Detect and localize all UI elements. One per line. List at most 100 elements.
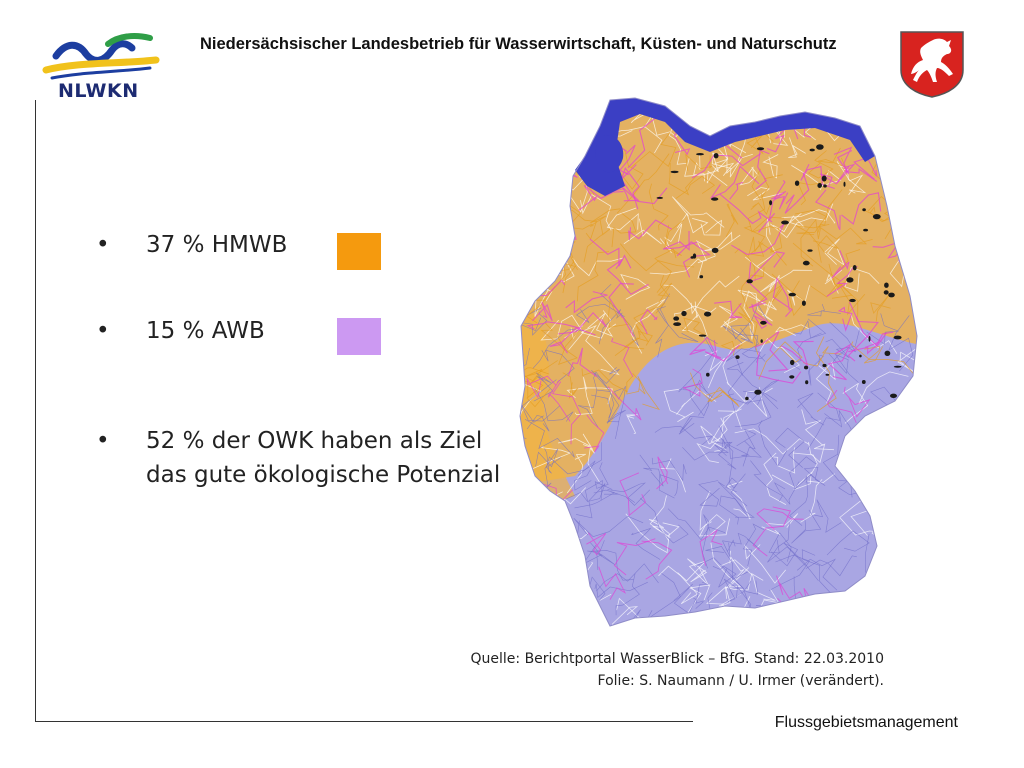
river-segment: [800, 479, 823, 523]
river-segment: [757, 379, 780, 410]
river-segment: [731, 223, 785, 255]
lake-mark: [760, 320, 767, 325]
lake-mark: [843, 181, 846, 187]
lake-mark: [656, 196, 664, 199]
river-segment: [520, 161, 545, 218]
river-segment: [725, 203, 739, 237]
river-segment: [628, 219, 672, 241]
coastal-waters-bay: [595, 135, 624, 173]
owk-goal-line-2: das gute ökologische Potenzial: [146, 462, 501, 488]
river-segment: [681, 317, 706, 336]
river-segment: [900, 544, 917, 584]
lake-mark: [825, 373, 830, 376]
river-segment: [520, 542, 532, 587]
lake-mark: [706, 372, 710, 377]
lake-mark: [673, 316, 680, 321]
river-segment: [768, 554, 810, 591]
river-segment: [844, 267, 880, 292]
river-segment: [676, 212, 709, 234]
river-segment: [777, 615, 808, 626]
river-segment: [682, 444, 729, 461]
lake-mark: [696, 153, 704, 156]
river-segment: [835, 633, 861, 641]
river-segment: [677, 560, 710, 587]
river-segment: [870, 294, 891, 322]
footer-label: Flussgebietsmanagement: [774, 714, 958, 731]
river-segment: [547, 379, 571, 422]
river-segment: [520, 403, 561, 423]
river-segment: [586, 532, 607, 556]
river-segment: [726, 382, 773, 403]
river-segment: [700, 408, 742, 445]
river-segment: [678, 335, 718, 393]
lake-mark: [711, 197, 719, 201]
river-segment: [576, 251, 610, 302]
river-segment: [897, 347, 917, 373]
river-segment: [623, 218, 662, 245]
river-segment: [874, 550, 894, 576]
river-segment: [836, 161, 864, 196]
river-segment: [875, 607, 904, 626]
river-segment: [532, 110, 550, 156]
river-segment: [768, 269, 813, 292]
river-segment: [675, 175, 716, 199]
river-segment: [562, 372, 579, 400]
owk-goal-text: 52 % der OWK haben als Ziel das gute öko…: [146, 424, 500, 492]
river-segment: [717, 481, 755, 518]
river-segment: [742, 523, 765, 566]
river-segment: [532, 171, 559, 211]
river-segment: [848, 331, 894, 355]
river-segment: [527, 515, 548, 530]
river-segment: [881, 428, 909, 473]
river-segment: [904, 241, 917, 269]
river-segment: [658, 474, 679, 499]
river-segment: [755, 149, 770, 190]
river-segment: [696, 417, 728, 463]
river-segment: [520, 162, 559, 208]
river-segment: [668, 162, 699, 196]
river-segment: [858, 421, 899, 476]
lake-mark: [699, 275, 704, 279]
river-segment: [656, 306, 699, 343]
lake-mark: [769, 200, 773, 206]
river-segment: [606, 259, 649, 295]
river-segment: [848, 607, 875, 626]
germany-water-bodies-map: [519, 97, 918, 641]
river-segment: [573, 515, 644, 537]
river-segment: [580, 194, 612, 231]
river-segment: [619, 472, 647, 517]
river-segment: [664, 219, 685, 256]
river-segment: [829, 321, 856, 363]
river-segment: [520, 379, 557, 449]
river-segment: [741, 328, 766, 359]
river-segment: [695, 581, 709, 609]
lake-mark: [673, 322, 681, 326]
river-segment: [698, 480, 720, 507]
hmwb-color-swatch: [337, 233, 381, 270]
river-segment: [860, 462, 897, 485]
river-segment: [803, 346, 842, 367]
river-segment: [663, 388, 694, 423]
river-segment: [775, 427, 805, 468]
river-segment: [565, 480, 603, 502]
river-segment: [611, 337, 634, 378]
river-segment: [747, 187, 783, 201]
river-segment: [536, 560, 559, 588]
coastal-waters: [575, 98, 875, 196]
river-segment: [828, 263, 853, 299]
lake-mark: [894, 226, 902, 230]
river-segment: [584, 414, 605, 453]
river-segment: [750, 202, 772, 215]
lake-mark: [692, 253, 697, 259]
river-segment: [826, 389, 857, 423]
river-segment: [726, 480, 751, 520]
river-segment: [520, 228, 521, 257]
river-segment: [706, 162, 735, 187]
river-segment: [613, 385, 626, 423]
river-segment: [758, 420, 788, 467]
river-segment: [819, 163, 856, 186]
river-segment: [768, 532, 792, 562]
river-segment: [807, 392, 841, 450]
river-segment: [593, 371, 615, 419]
river-segment: [720, 559, 776, 601]
